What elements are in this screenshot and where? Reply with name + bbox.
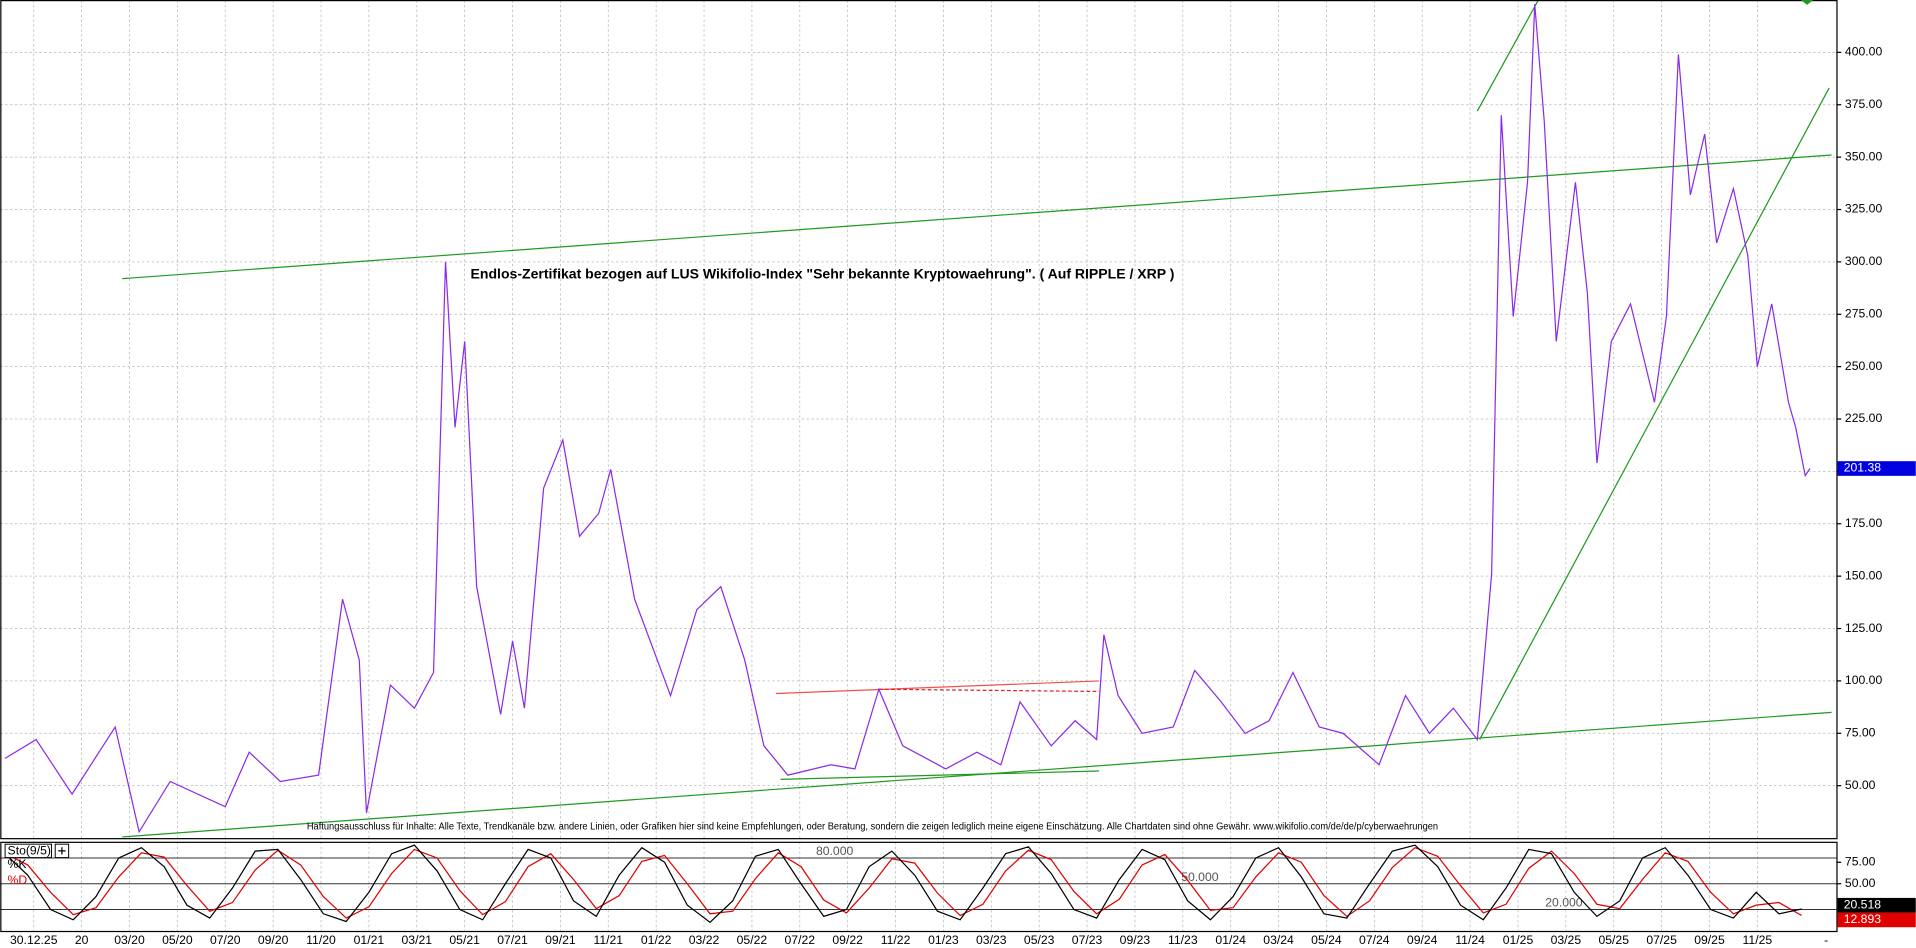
x-tick-label: 07/21 [497, 933, 528, 947]
x-tick-label: 05/21 [449, 933, 480, 947]
x-tick-label: 07/25 [1646, 933, 1677, 947]
add-icon [58, 847, 66, 855]
trendline [878, 688, 1099, 693]
y-tick-label: 175.00 [1845, 516, 1883, 530]
plot-area [4, 0, 1832, 838]
last-value-label: 12.893 [1844, 912, 1882, 926]
d-line [4, 847, 1802, 919]
y-tick-label: 100.00 [1845, 673, 1883, 687]
x-tick-label: 09/25 [1694, 933, 1725, 947]
k-line [4, 844, 1802, 924]
disclaimer: Haftungsausschluss für Inhalte: Alle Tex… [307, 822, 1438, 833]
y-tick-label: 350.00 [1845, 149, 1883, 163]
level-label: 20.000 [1545, 896, 1583, 910]
stochastic-frame [0, 841, 1838, 933]
legend-entry: %D [8, 873, 28, 887]
x-tick-label: 09/21 [545, 933, 576, 947]
y-tick-label: 400.00 [1845, 45, 1883, 59]
x-tick-label: 01/21 [354, 933, 385, 947]
x-tick-label: 03/24 [1263, 933, 1294, 947]
x-tick-label: 11/20 [306, 933, 336, 947]
y-tick-label: 75.00 [1845, 726, 1876, 740]
x-tick-label: 03/23 [976, 933, 1007, 947]
plot-area [4, 844, 1802, 924]
y-tick-label: 325.00 [1845, 202, 1883, 216]
x-tick-label: 07/24 [1359, 933, 1390, 947]
price-panel [0, 0, 1837, 839]
x-tick-label: 09/20 [258, 933, 289, 947]
x-tick-label: 11/23 [1168, 933, 1198, 947]
x-tick-label: 01/24 [1215, 933, 1246, 947]
stochastic-panel: 80.000 50.000 20.000 [0, 841, 1837, 931]
marker [1800, 0, 1814, 5]
y-tick-label: 250.00 [1845, 359, 1883, 373]
last-price-box [1837, 461, 1916, 476]
x-tick-label: 01/23 [928, 933, 959, 947]
trendline [1479, 87, 1830, 740]
x-tick-label: 11/22 [881, 933, 911, 947]
x-tick-label: 07/23 [1072, 933, 1103, 947]
y-tick-label: 50.00 [1845, 876, 1876, 890]
x-tick-label: 03/20 [114, 933, 145, 947]
last-value-label: 20.518 [1844, 897, 1882, 911]
legend-title: Sto(9/5) [8, 844, 51, 858]
y-tick-label: 375.00 [1845, 97, 1883, 111]
x-tick-label: 03/21 [401, 933, 432, 947]
trendline [780, 770, 1099, 781]
x-tick-label: 05/22 [737, 933, 768, 947]
level-label: 50.000 [1181, 870, 1219, 884]
last-price-label: 201.38 [1844, 461, 1882, 475]
y-tick-label: 225.00 [1845, 411, 1883, 425]
x-tick-label: 01/25 [1503, 933, 1534, 947]
level-label: 80.000 [816, 844, 854, 858]
x-tick-label: 07/20 [210, 933, 241, 947]
legend-box [4, 843, 53, 859]
y-tick-label: 275.00 [1845, 306, 1883, 320]
y-tick-label: 125.00 [1845, 621, 1883, 635]
x-tick-label: 05/20 [162, 933, 193, 947]
x-tick-label: 30.12.25 [10, 933, 58, 947]
y-tick-label: 50.00 [1845, 778, 1876, 792]
x-tick-label: 20 [75, 933, 89, 947]
x-tick-label: 05/23 [1024, 933, 1055, 947]
last-value-box [1837, 897, 1916, 913]
y-tick-label: 75.00 [1845, 855, 1876, 869]
x-tick-label: 11/25 [1743, 933, 1773, 947]
last-value-box [1837, 912, 1916, 928]
scroll-dash: - [1824, 933, 1828, 947]
x-tick-label: 07/22 [785, 933, 816, 947]
annotation: Endlos-Zertifikat bezogen auf LUS Wikifo… [471, 266, 1175, 282]
legend-entry: %K [8, 857, 27, 871]
x-tick-label: 03/25 [1551, 933, 1582, 947]
x-tick-label: 11/21 [593, 933, 623, 947]
y-tick-label: 150.00 [1845, 568, 1883, 582]
x-tick-label: 03/22 [689, 933, 720, 947]
trendline [775, 680, 1100, 695]
price-line [4, 4, 1811, 834]
y-tick-label: 300.00 [1845, 254, 1883, 268]
trendline [1476, 0, 1540, 112]
x-tick-label: 05/25 [1598, 933, 1629, 947]
x-tick-label: 09/24 [1407, 933, 1438, 947]
x-tick-label: 05/24 [1311, 933, 1342, 947]
x-tick-label: 09/23 [1120, 933, 1151, 947]
x-tick-label: 11/24 [1455, 933, 1485, 947]
x-tick-label: 09/22 [832, 933, 863, 947]
x-tick-label: 01/22 [641, 933, 672, 947]
